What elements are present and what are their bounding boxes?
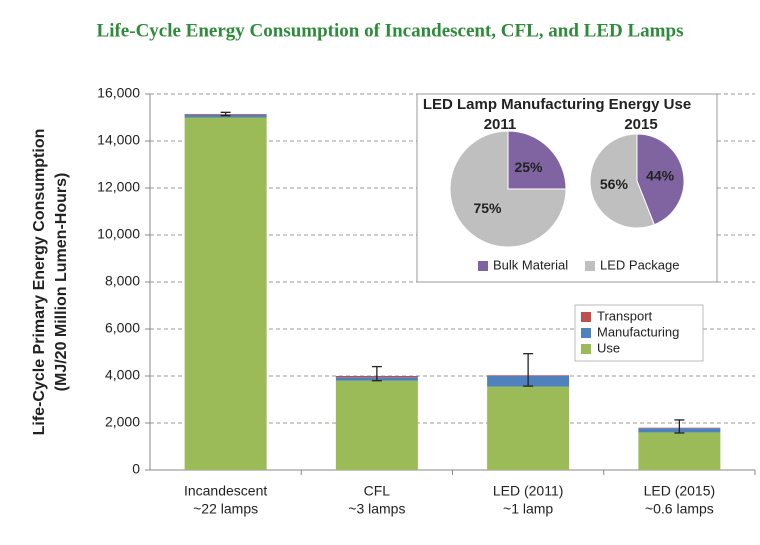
x-tick-label: Incandescent: [184, 483, 267, 499]
error-bar: [220, 111, 231, 117]
y-tick-label: 6,000: [105, 320, 140, 336]
y-tick-label: 0: [132, 461, 140, 477]
legend-box: [574, 304, 704, 362]
legend-label: Use: [597, 340, 620, 355]
legend-swatch: [581, 344, 591, 354]
pie-slice: [449, 130, 567, 248]
y-tick-label: 8,000: [105, 273, 140, 289]
pie-slice: [507, 130, 567, 190]
pie-label: 75%: [473, 200, 502, 216]
legend-label: LED Package: [600, 257, 680, 272]
y-tick-label: 14,000: [97, 132, 140, 148]
chart-title: Life-Cycle Energy Consumption of Incande…: [97, 20, 684, 41]
pie-label: 25%: [514, 159, 543, 175]
legend-swatch: [585, 261, 595, 271]
x-tick-label: ~0.6 lamps: [645, 501, 714, 517]
legend-swatch: [581, 312, 591, 322]
y-tick-label: 4,000: [105, 367, 140, 383]
y-label-line: Life-Cycle Primary Energy Consumption: [31, 129, 48, 436]
legend-label: Manufacturing: [597, 324, 679, 339]
bar-segment: [487, 386, 570, 470]
x-tick-label: LED (2015): [644, 483, 716, 499]
pie-slice: [589, 133, 655, 229]
inset-title: LED Lamp Manufacturing Energy Use: [423, 96, 691, 113]
x-tick-label: ~22 lamps: [193, 501, 258, 517]
bar-segment: [638, 432, 721, 470]
pie-title: 2015: [624, 116, 657, 133]
pie-label: 56%: [600, 176, 629, 192]
y-axis-label: Life-Cycle Primary Energy Consumption (M…: [31, 129, 70, 436]
pie-slice: [636, 133, 685, 226]
x-tick-label: CFL: [364, 483, 391, 499]
error-bar: [371, 365, 382, 382]
bar-segment: [184, 117, 267, 470]
legend-label: Bulk Material: [493, 257, 568, 272]
y-tick-label: 10,000: [97, 226, 140, 242]
x-tick-label: LED (2011): [493, 483, 564, 499]
pie-label: 44%: [646, 167, 675, 183]
x-tick-label: ~3 lamps: [348, 501, 405, 517]
pie-title: 2011: [484, 116, 517, 133]
error-bar: [523, 353, 534, 387]
legend-swatch: [581, 328, 591, 338]
legend-swatch: [478, 261, 488, 271]
x-tick-label: ~1 lamp: [503, 501, 553, 517]
y-tick-label: 12,000: [97, 179, 140, 195]
legend-label: Transport: [597, 308, 653, 323]
error-bar: [674, 419, 685, 434]
y-label-line: (MJ/20 Million Lumen-Hours): [53, 173, 70, 392]
y-tick-label: 2,000: [105, 414, 140, 430]
y-tick-label: 16,000: [97, 85, 140, 101]
bar-segment: [335, 380, 418, 470]
